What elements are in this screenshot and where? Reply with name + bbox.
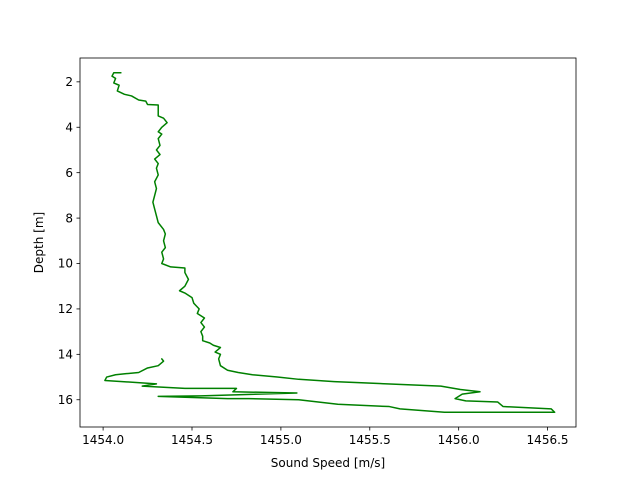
y-tick-label: 16 [58,393,73,407]
x-tick-label: 1456.5 [527,433,569,447]
y-axis-label: Depth [m] [32,212,46,273]
y-tick-label: 10 [58,257,73,271]
y-tick-label: 2 [65,75,73,89]
y-axis-ticks: 2 4 6 8 10 12 14 16 [58,75,80,407]
x-tick-label: 1455.5 [349,433,391,447]
x-tick-label: 1454.0 [82,433,124,447]
x-tick-label: 1455.0 [260,433,302,447]
x-tick-label: 1454.5 [171,433,213,447]
series-layer [104,72,556,413]
plot-area [80,58,576,427]
y-tick-label: 14 [58,348,73,362]
x-tick-label: 1456.0 [438,433,480,447]
x-axis-label: Sound Speed [m/s] [271,456,385,470]
series-line-0 [104,72,556,413]
x-axis-ticks: 1454.0 1454.5 1455.0 1455.5 1456.0 1456.5 [82,427,569,447]
y-tick-label: 6 [65,166,73,180]
y-tick-label: 8 [65,211,73,225]
y-tick-label: 4 [65,120,73,134]
plot-frame [79,57,577,428]
y-tick-label: 12 [58,302,73,316]
